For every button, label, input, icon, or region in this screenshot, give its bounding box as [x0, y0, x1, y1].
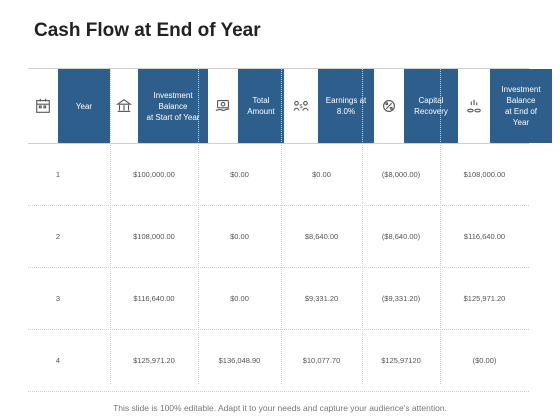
calendar-icon — [28, 69, 58, 143]
table-cell: $116,640.00 — [463, 231, 506, 241]
table-cell: 4 — [55, 355, 61, 365]
table-cell: $125,971.20 — [463, 293, 506, 303]
table-row: 2 $108,000.00 $0.00 $8,640.00 ($8,640.00… — [28, 205, 529, 268]
table-cell: $108,000.00 — [463, 169, 506, 179]
table-cell: $0.00 — [230, 231, 249, 241]
table-cell: ($8,000.00) — [381, 169, 421, 179]
table-cell: $100,000.00 — [133, 169, 175, 179]
table-cell: $125,97120 — [381, 355, 421, 365]
header-investment-start: Investment Balance at Start of Year — [138, 69, 208, 143]
table-cell: 1 — [55, 169, 61, 179]
table-cell: ($0.00) — [472, 355, 497, 365]
bank-icon — [110, 69, 138, 143]
people-money-icon: $ — [284, 69, 318, 143]
table-cell: $116,640.00 — [133, 293, 175, 303]
table-cell: $9,331.20 — [304, 293, 339, 303]
header-capital-recovery: Capital Recovery — [404, 69, 458, 143]
table-row: 1 $100,000.00 $0.00 $0.00 ($8,000.00) $1… — [28, 143, 529, 206]
footer-note: This slide is 100% editable. Adapt it to… — [113, 403, 447, 413]
money-hand-icon — [208, 69, 238, 143]
table-cell: ($8,640.00) — [381, 231, 421, 241]
table-cell: $136,048.90 — [218, 355, 261, 365]
percent-icon — [374, 69, 404, 143]
table-row: 4 $125,971.20 $136,048.90 $10,077.70 $12… — [28, 329, 529, 392]
table-cell: ($9,331.20) — [381, 293, 421, 303]
table-cell: $108,000.00 — [133, 231, 175, 241]
table-cell: $125,971.20 — [133, 355, 175, 365]
table-header: Year Investment Balance at Start of Year… — [28, 68, 552, 144]
page-title: Cash Flow at End of Year — [34, 20, 261, 41]
coins-chart-icon — [458, 69, 490, 143]
header-earnings: Earnings at 8.0% — [318, 69, 374, 143]
table-cell: 2 — [55, 231, 61, 241]
header-year: Year — [58, 69, 110, 143]
table-cell: 3 — [55, 293, 61, 303]
svg-text:$: $ — [300, 104, 303, 110]
table-cell: $0.00 — [230, 169, 249, 179]
table-cell: $0.00 — [312, 169, 331, 179]
header-investment-end: Investment Balance at End of Year — [490, 69, 552, 143]
table-row: 3 $116,640.00 $0.00 $9,331.20 ($9,331.20… — [28, 267, 529, 330]
table-cell: $0.00 — [230, 293, 249, 303]
table-cell: $10,077.70 — [302, 355, 341, 365]
table-cell: $8,640.00 — [304, 231, 339, 241]
header-total-amount: Total Amount — [238, 69, 284, 143]
